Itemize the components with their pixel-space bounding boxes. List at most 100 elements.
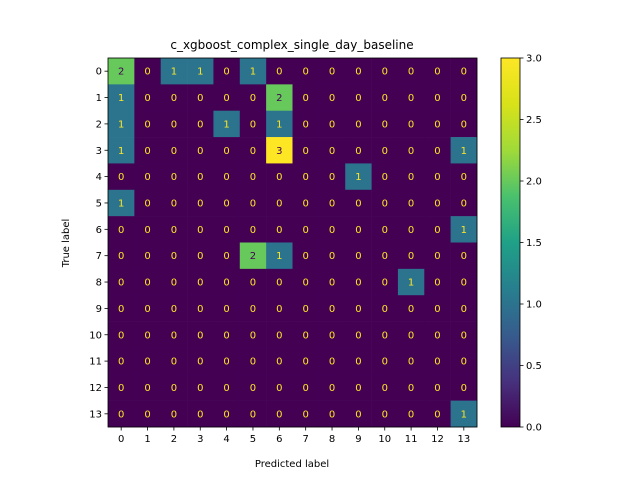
cell-value-label: 0 [223, 146, 229, 157]
colorbar-tick-label: 0.0 [526, 423, 542, 434]
heatmap-cell [292, 242, 320, 270]
x-tick-label: 12 [431, 434, 444, 445]
cell-value-label: 0 [223, 225, 229, 236]
heatmap-cell [424, 84, 451, 112]
cell-value-label: 0 [382, 93, 388, 104]
heatmap-cell [213, 137, 241, 164]
heatmap-cell [187, 242, 214, 270]
heatmap-cell [424, 242, 451, 270]
x-tick-label: 5 [250, 434, 256, 445]
heatmap-cell [134, 137, 162, 164]
x-tick-label: 7 [302, 434, 308, 445]
heatmap-cell [266, 216, 293, 243]
heatmap-cell [424, 110, 451, 138]
cell-value-label: 0 [171, 119, 177, 130]
heatmap-cell [318, 242, 346, 270]
cell-value-label: 0 [276, 383, 282, 394]
x-tick-label: 0 [118, 434, 124, 445]
heatmap-cell [239, 216, 267, 243]
cell-value-label: 0 [434, 225, 440, 236]
heatmap-cell [397, 268, 425, 296]
cell-value-label: 0 [408, 304, 414, 315]
cell-value-label: 0 [197, 93, 203, 104]
cell-value-label: 0 [197, 357, 203, 368]
heatmap-cell [450, 321, 478, 349]
heatmap-cell [187, 400, 214, 428]
heatmap-cell [187, 189, 214, 217]
heatmap-cell [345, 268, 372, 296]
heatmap-cell [345, 374, 372, 401]
heatmap-cell [345, 58, 372, 85]
cell-value-label: 0 [329, 119, 335, 130]
heatmap-cell [397, 137, 425, 164]
heatmap-cell [108, 347, 135, 375]
heatmap-cell [134, 321, 162, 349]
cell-value-label: 0 [382, 225, 388, 236]
cell-value-label: 0 [171, 304, 177, 315]
heatmap-cell [397, 84, 425, 112]
heatmap-cell [160, 163, 188, 191]
colorbar-tick-label: 0.5 [526, 361, 542, 372]
y-tick-label: 12 [89, 383, 102, 394]
heatmap-cell [266, 189, 293, 217]
cell-value-label: 0 [355, 198, 361, 209]
heatmap-cell [397, 295, 425, 322]
cell-value-label: 0 [171, 409, 177, 420]
cell-value-label: 0 [171, 93, 177, 104]
cell-value-label: 0 [408, 67, 414, 78]
heatmap-cell [424, 295, 451, 322]
cell-value-label: 0 [118, 383, 124, 394]
heatmap-cell [108, 268, 135, 296]
heatmap-cell [134, 242, 162, 270]
heatmap-cell [424, 268, 451, 296]
y-tick-label: 6 [96, 225, 102, 236]
cell-value-label: 0 [171, 251, 177, 262]
heatmap-cell [397, 347, 425, 375]
cell-value-label: 0 [355, 278, 361, 289]
cell-value-label: 0 [355, 304, 361, 315]
x-axis-label: Predicted label [255, 459, 329, 470]
heatmap-cell [424, 189, 451, 217]
cell-value-label: 0 [302, 330, 308, 341]
cell-value-label: 0 [329, 330, 335, 341]
cell-value-label: 0 [171, 330, 177, 341]
cell-value-label: 0 [355, 251, 361, 262]
heatmap-cell [160, 321, 188, 349]
cell-value-label: 0 [434, 278, 440, 289]
cell-value-label: 0 [171, 225, 177, 236]
cell-value-label: 1 [118, 146, 124, 157]
cell-value-label: 0 [276, 304, 282, 315]
heatmap-cell [239, 242, 267, 270]
heatmap-cell [318, 347, 346, 375]
cell-value-label: 0 [329, 409, 335, 420]
cell-value-label: 0 [461, 278, 467, 289]
heatmap-cell [450, 347, 478, 375]
heatmap-cell [239, 110, 267, 138]
heatmap-cell [371, 268, 399, 296]
cell-value-label: 0 [355, 93, 361, 104]
cell-value-label: 1 [276, 251, 282, 262]
heatmap-cell [213, 189, 241, 217]
heatmap-cell [450, 110, 478, 138]
y-tick-label: 8 [96, 278, 102, 289]
cell-value-label: 0 [197, 119, 203, 130]
colorbar-tick-label: 2.0 [526, 177, 542, 188]
y-tick-label: 11 [89, 357, 102, 368]
cell-value-label: 0 [408, 409, 414, 420]
heatmap-cell [424, 374, 451, 401]
heatmap-cell [108, 110, 135, 138]
cell-value-label: 0 [250, 304, 256, 315]
cell-value-label: 1 [118, 198, 124, 209]
cell-value-label: 0 [382, 409, 388, 420]
heatmap-cell [318, 84, 346, 112]
cell-value-label: 0 [302, 251, 308, 262]
cell-value-label: 0 [382, 198, 388, 209]
cell-value-label: 0 [408, 119, 414, 130]
cell-value-label: 0 [408, 172, 414, 183]
cell-value-label: 0 [223, 357, 229, 368]
heatmap-cell [345, 295, 372, 322]
cell-value-label: 1 [461, 225, 467, 236]
heatmap-cell [371, 189, 399, 217]
